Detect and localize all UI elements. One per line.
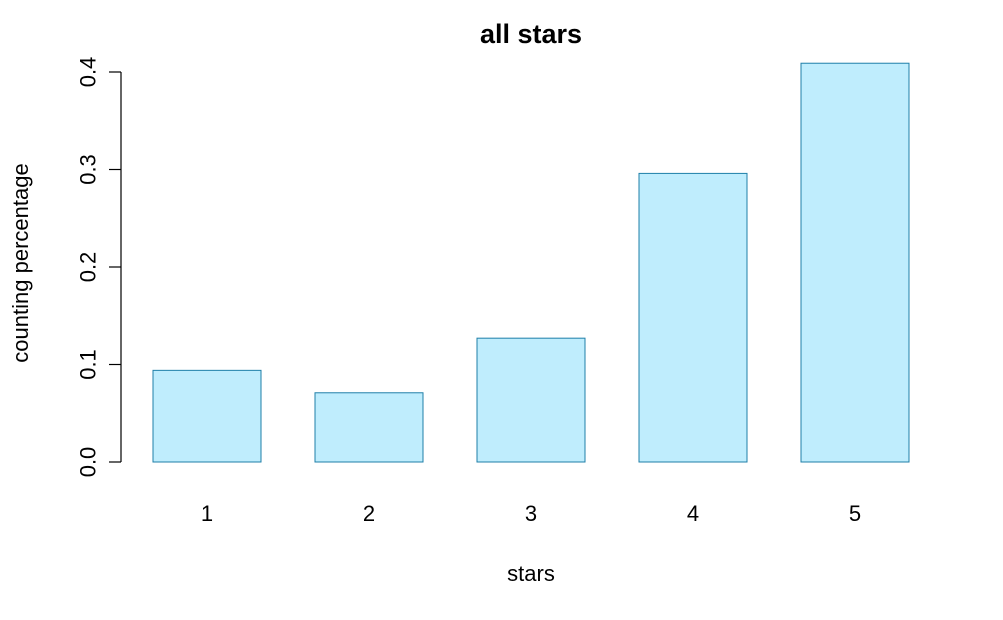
y-tick-label: 0.3	[76, 154, 101, 185]
y-tick-label: 0.1	[76, 349, 101, 380]
bar-5	[800, 62, 910, 463]
y-axis: 0.0 0.1 0.2 0.3 0.4	[76, 57, 122, 478]
y-axis-label: counting percentage	[8, 163, 33, 362]
y-tick-label: 0.0	[76, 447, 101, 478]
x-tick-label-2: 2	[363, 501, 375, 526]
y-tick-label: 0.2	[76, 252, 101, 283]
x-axis-label: stars	[507, 561, 555, 586]
y-tick-label: 0.4	[76, 57, 101, 88]
x-tick-label-4: 4	[687, 501, 699, 526]
bar-3	[476, 337, 586, 463]
chart-title: all stars	[480, 19, 582, 49]
bar-2	[314, 392, 424, 463]
x-axis-tick-labels: 1 2 3 4 5	[201, 501, 861, 526]
bar-4	[638, 172, 748, 463]
x-tick-label-1: 1	[201, 501, 213, 526]
x-tick-label-5: 5	[849, 501, 861, 526]
x-tick-label-3: 3	[525, 501, 537, 526]
bar-1	[152, 369, 262, 463]
bars-group	[152, 62, 910, 463]
